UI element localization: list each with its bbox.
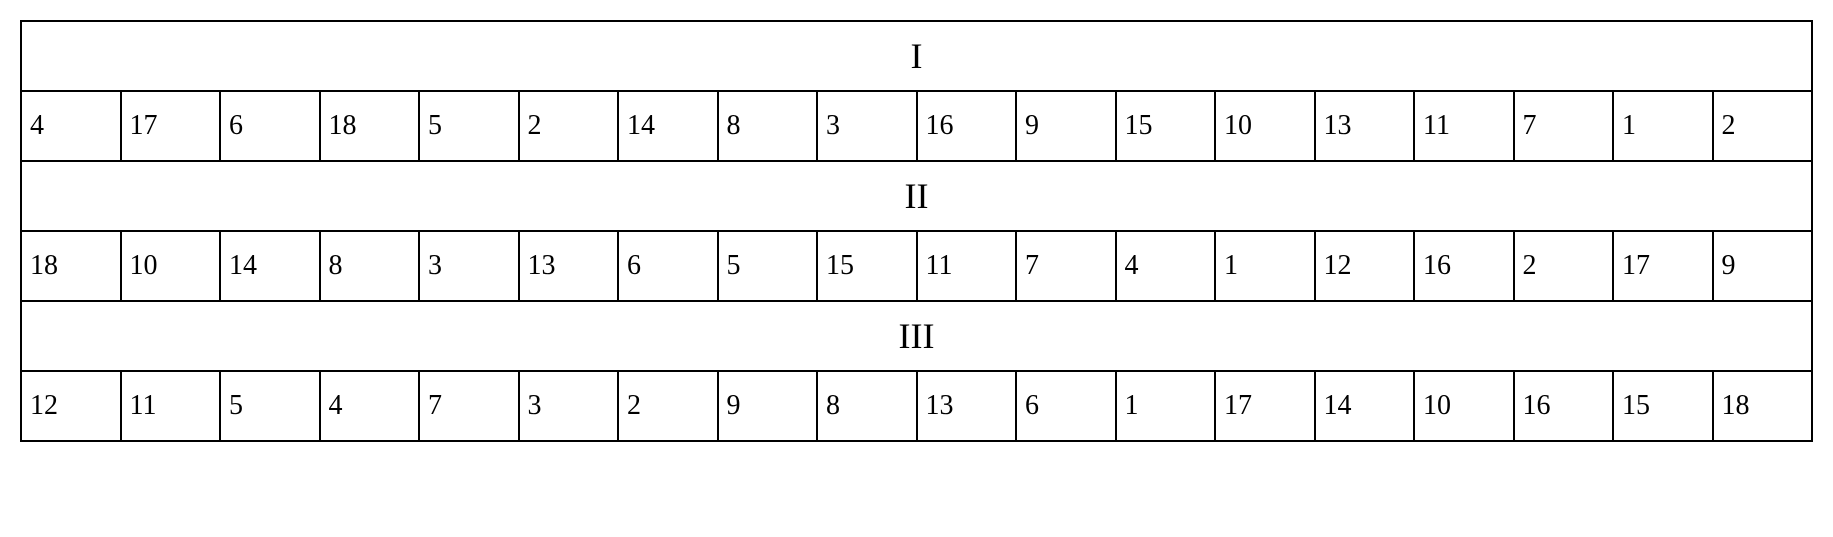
- table-cell: 9: [1016, 91, 1116, 161]
- table-cell: 8: [817, 371, 917, 441]
- table-cell: 11: [121, 371, 221, 441]
- table-cell: 15: [1116, 91, 1216, 161]
- table-cell: 6: [618, 231, 718, 301]
- table-cell: 4: [320, 371, 420, 441]
- group-header-cell: III: [21, 301, 1812, 371]
- table-cell: 16: [1514, 371, 1614, 441]
- table-cell: 16: [1414, 231, 1514, 301]
- table-cell: 11: [1414, 91, 1514, 161]
- table-cell: 14: [618, 91, 718, 161]
- table-cell: 5: [419, 91, 519, 161]
- table-cell: 7: [1514, 91, 1614, 161]
- table-body: I 4 17 6 18 5 2 14 8 3 16 9 15 10 13 11 …: [21, 21, 1812, 441]
- table-cell: 17: [1613, 231, 1713, 301]
- table-cell: 12: [1315, 231, 1415, 301]
- table-cell: 17: [1215, 371, 1315, 441]
- table-cell: 9: [718, 371, 818, 441]
- table-cell: 2: [519, 91, 619, 161]
- table-cell: 10: [1215, 91, 1315, 161]
- table-row-values: 12 11 5 4 7 3 2 9 8 13 6 1 17 14 10 16 1…: [21, 371, 1812, 441]
- table-row-header: II: [21, 161, 1812, 231]
- table-cell: 6: [1016, 371, 1116, 441]
- table-row-values: 4 17 6 18 5 2 14 8 3 16 9 15 10 13 11 7 …: [21, 91, 1812, 161]
- table-cell: 7: [419, 371, 519, 441]
- table-cell: 12: [21, 371, 121, 441]
- table-cell: 3: [519, 371, 619, 441]
- table-cell: 13: [519, 231, 619, 301]
- group-header-cell: I: [21, 21, 1812, 91]
- table-cell: 13: [1315, 91, 1415, 161]
- group-header-cell: II: [21, 161, 1812, 231]
- table-cell: 4: [1116, 231, 1216, 301]
- table-cell: 2: [618, 371, 718, 441]
- table-cell: 10: [1414, 371, 1514, 441]
- table-cell: 5: [718, 231, 818, 301]
- table-cell: 14: [1315, 371, 1415, 441]
- table-cell: 4: [21, 91, 121, 161]
- table-cell: 15: [1613, 371, 1713, 441]
- table-row-header: III: [21, 301, 1812, 371]
- table-row-header: I: [21, 21, 1812, 91]
- table-cell: 1: [1613, 91, 1713, 161]
- table-cell: 1: [1116, 371, 1216, 441]
- table-cell: 11: [917, 231, 1017, 301]
- table-cell: 18: [21, 231, 121, 301]
- table-cell: 10: [121, 231, 221, 301]
- table-cell: 14: [220, 231, 320, 301]
- sequence-table: I 4 17 6 18 5 2 14 8 3 16 9 15 10 13 11 …: [20, 20, 1813, 442]
- table-cell: 3: [817, 91, 917, 161]
- table-cell: 6: [220, 91, 320, 161]
- table-cell: 9: [1713, 231, 1813, 301]
- table-cell: 3: [419, 231, 519, 301]
- table-cell: 1: [1215, 231, 1315, 301]
- table-cell: 7: [1016, 231, 1116, 301]
- table-cell: 18: [1713, 371, 1813, 441]
- table-cell: 13: [917, 371, 1017, 441]
- table-cell: 16: [917, 91, 1017, 161]
- table-cell: 2: [1514, 231, 1614, 301]
- table-cell: 18: [320, 91, 420, 161]
- table-cell: 15: [817, 231, 917, 301]
- table-row-values: 18 10 14 8 3 13 6 5 15 11 7 4 1 12 16 2 …: [21, 231, 1812, 301]
- table-cell: 8: [320, 231, 420, 301]
- table-cell: 17: [121, 91, 221, 161]
- table-cell: 8: [718, 91, 818, 161]
- table-cell: 5: [220, 371, 320, 441]
- table-cell: 2: [1713, 91, 1813, 161]
